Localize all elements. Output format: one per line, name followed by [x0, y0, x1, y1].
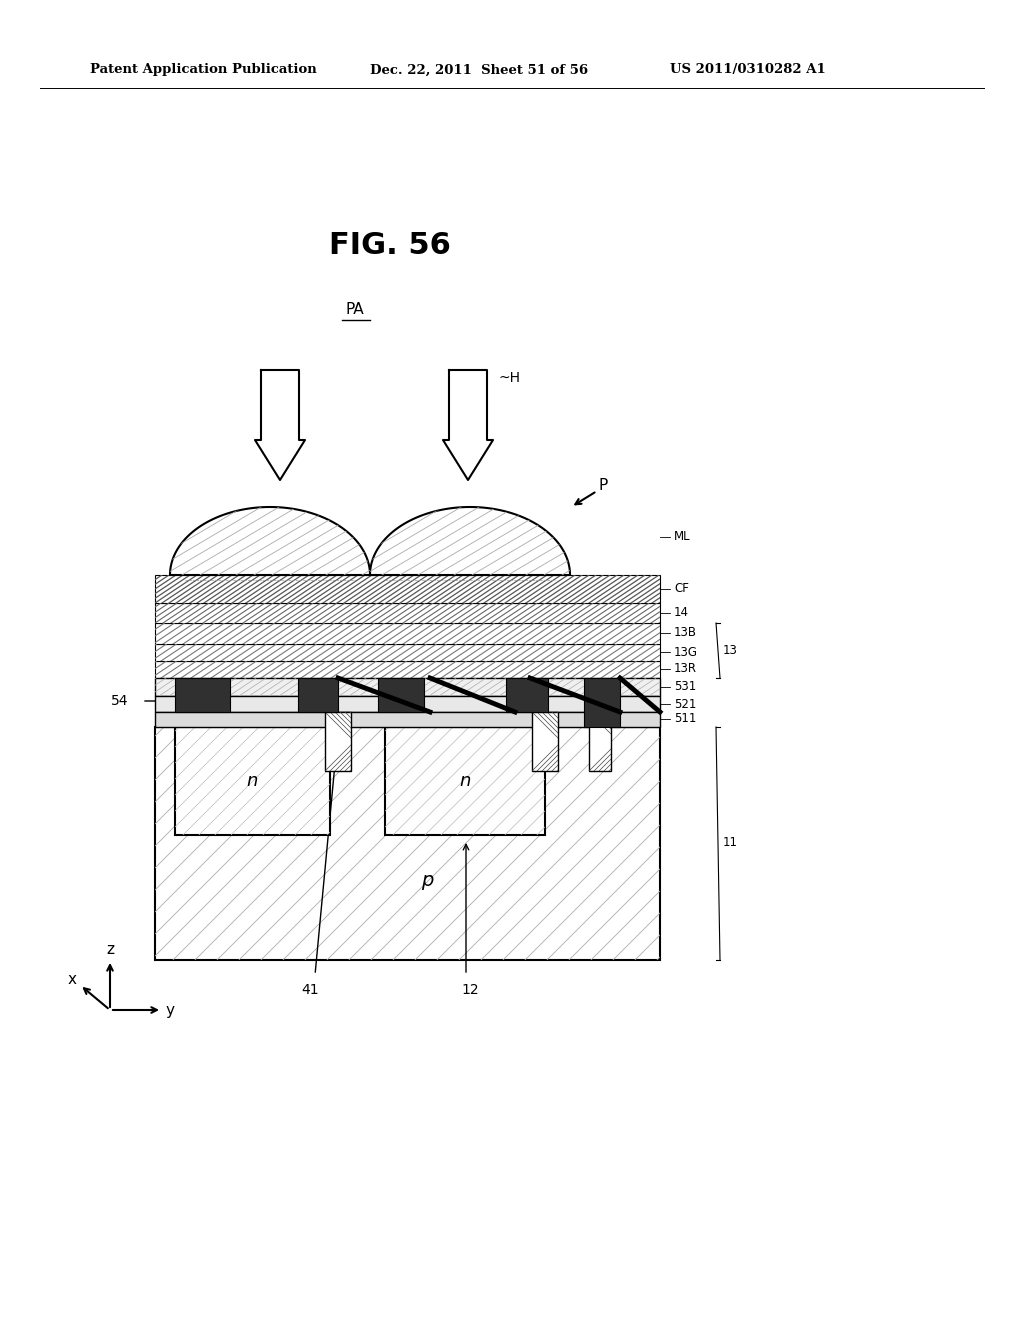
Text: p: p [421, 870, 434, 890]
Text: n: n [460, 772, 471, 789]
Text: 11: 11 [723, 837, 738, 850]
Text: FIG. 56: FIG. 56 [329, 231, 451, 260]
Text: Dec. 22, 2011  Sheet 51 of 56: Dec. 22, 2011 Sheet 51 of 56 [370, 63, 588, 77]
Bar [532, 711, 558, 771]
Text: 13B: 13B [674, 627, 697, 639]
Text: 41: 41 [301, 983, 318, 997]
Text: CF: CF [674, 582, 689, 595]
Bar [155, 623, 660, 644]
Bar [155, 576, 660, 603]
Text: x: x [68, 972, 77, 986]
Polygon shape [255, 370, 305, 480]
Bar [155, 678, 660, 696]
Bar [155, 727, 660, 960]
Text: 531: 531 [674, 681, 696, 693]
Text: ML: ML [674, 531, 690, 544]
Text: ~H: ~H [498, 371, 520, 385]
Text: 511: 511 [674, 713, 696, 726]
Bar [589, 711, 611, 771]
Polygon shape [443, 370, 493, 480]
Text: 13: 13 [723, 644, 738, 656]
Text: 14: 14 [674, 606, 689, 619]
Text: P: P [598, 479, 607, 494]
Bar [378, 678, 424, 711]
Text: n: n [247, 772, 258, 789]
Bar [155, 661, 660, 678]
Bar [155, 644, 660, 661]
Polygon shape [170, 507, 370, 576]
Polygon shape [370, 507, 570, 576]
Bar [155, 696, 660, 711]
Bar [175, 727, 330, 836]
Bar [325, 711, 351, 771]
Bar [584, 678, 620, 727]
Text: 54: 54 [111, 694, 128, 708]
Text: 521: 521 [674, 697, 696, 710]
Text: US 2011/0310282 A1: US 2011/0310282 A1 [670, 63, 825, 77]
Bar [506, 678, 548, 711]
Bar [175, 678, 230, 711]
Bar [155, 711, 660, 727]
Text: PA: PA [346, 302, 365, 318]
Text: Patent Application Publication: Patent Application Publication [90, 63, 316, 77]
Bar [298, 678, 338, 711]
Text: 13R: 13R [674, 663, 697, 676]
Text: y: y [166, 1002, 174, 1018]
Text: z: z [106, 942, 114, 957]
Bar [385, 727, 545, 836]
Text: 13G: 13G [674, 645, 698, 659]
Text: 12: 12 [461, 983, 479, 997]
Bar [155, 603, 660, 623]
